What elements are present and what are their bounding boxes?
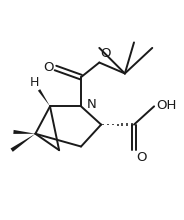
Polygon shape <box>38 89 50 106</box>
Polygon shape <box>13 130 35 134</box>
Text: OH: OH <box>156 99 176 112</box>
Polygon shape <box>10 134 35 152</box>
Text: O: O <box>43 61 54 73</box>
Text: N: N <box>86 98 96 111</box>
Text: O: O <box>100 47 111 60</box>
Text: H: H <box>30 76 39 89</box>
Text: O: O <box>136 151 146 164</box>
